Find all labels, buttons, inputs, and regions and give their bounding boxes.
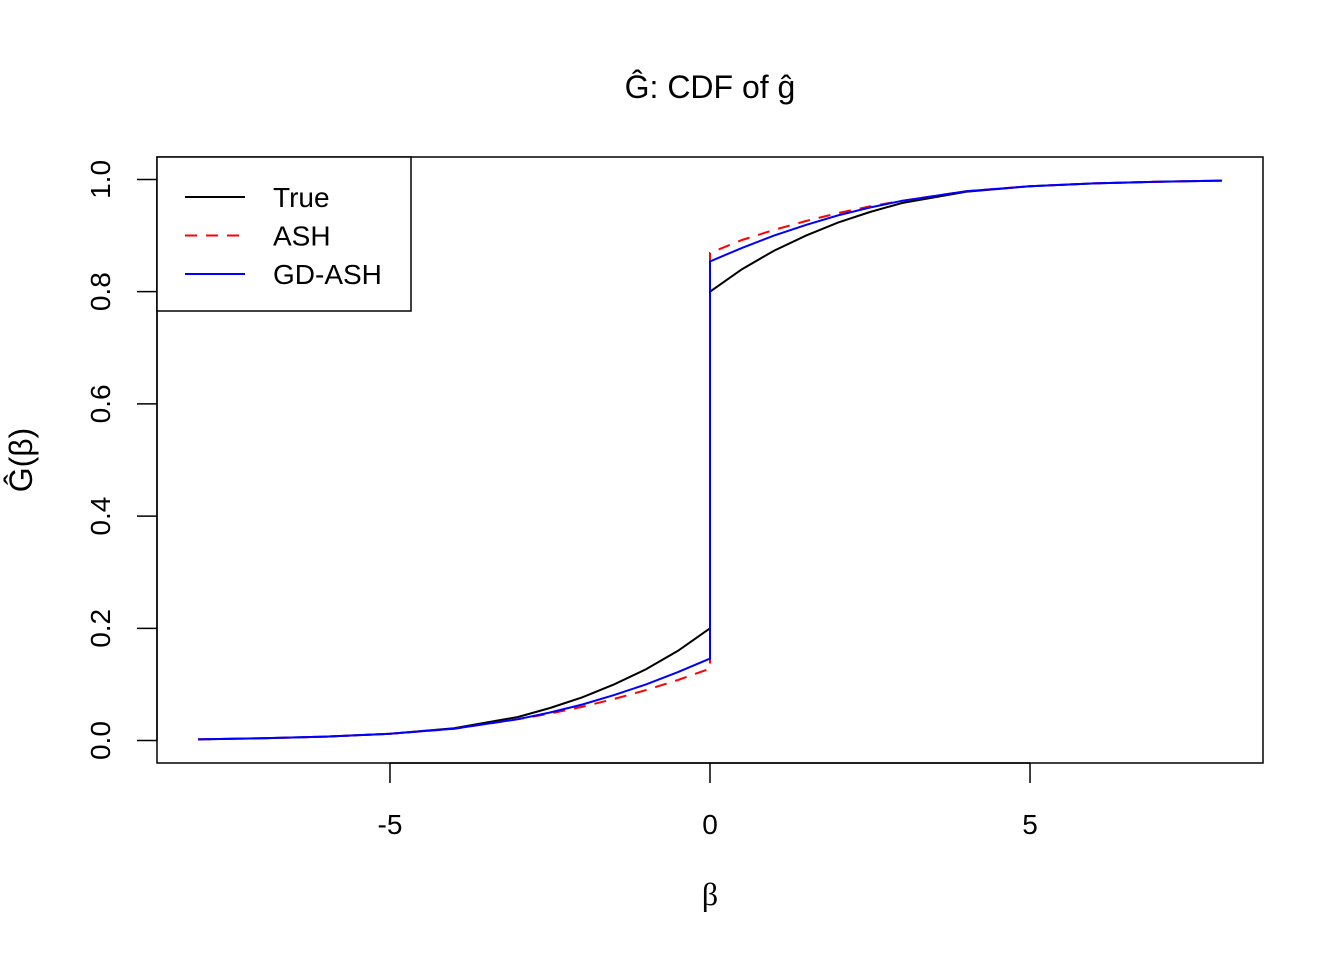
series-line-gd-ash: [197, 179, 1223, 741]
x-tick-label: -5: [378, 809, 403, 840]
chart-title: Ĝ: CDF of ĝ: [625, 69, 796, 105]
legend-label: ASH: [273, 221, 331, 252]
x-axis-label: β: [702, 876, 718, 912]
y-tick-label: 0.8: [85, 272, 116, 311]
y-tick-label: 1.0: [85, 160, 116, 199]
y-axis-label: Ĝ(β): [3, 428, 39, 493]
legend: True ASH GD-ASH: [156, 156, 412, 312]
y-tick-label: 0.2: [85, 609, 116, 648]
y-tick-label: 0.0: [85, 721, 116, 760]
x-tick-label: 0: [702, 809, 718, 840]
y-tick-label: 0.4: [85, 497, 116, 536]
legend-label: GD-ASH: [273, 259, 382, 290]
legend-box: [156, 156, 412, 312]
y-tick-label: 0.6: [85, 384, 116, 423]
x-tick-label: 5: [1022, 809, 1038, 840]
legend-label: True: [273, 182, 330, 213]
